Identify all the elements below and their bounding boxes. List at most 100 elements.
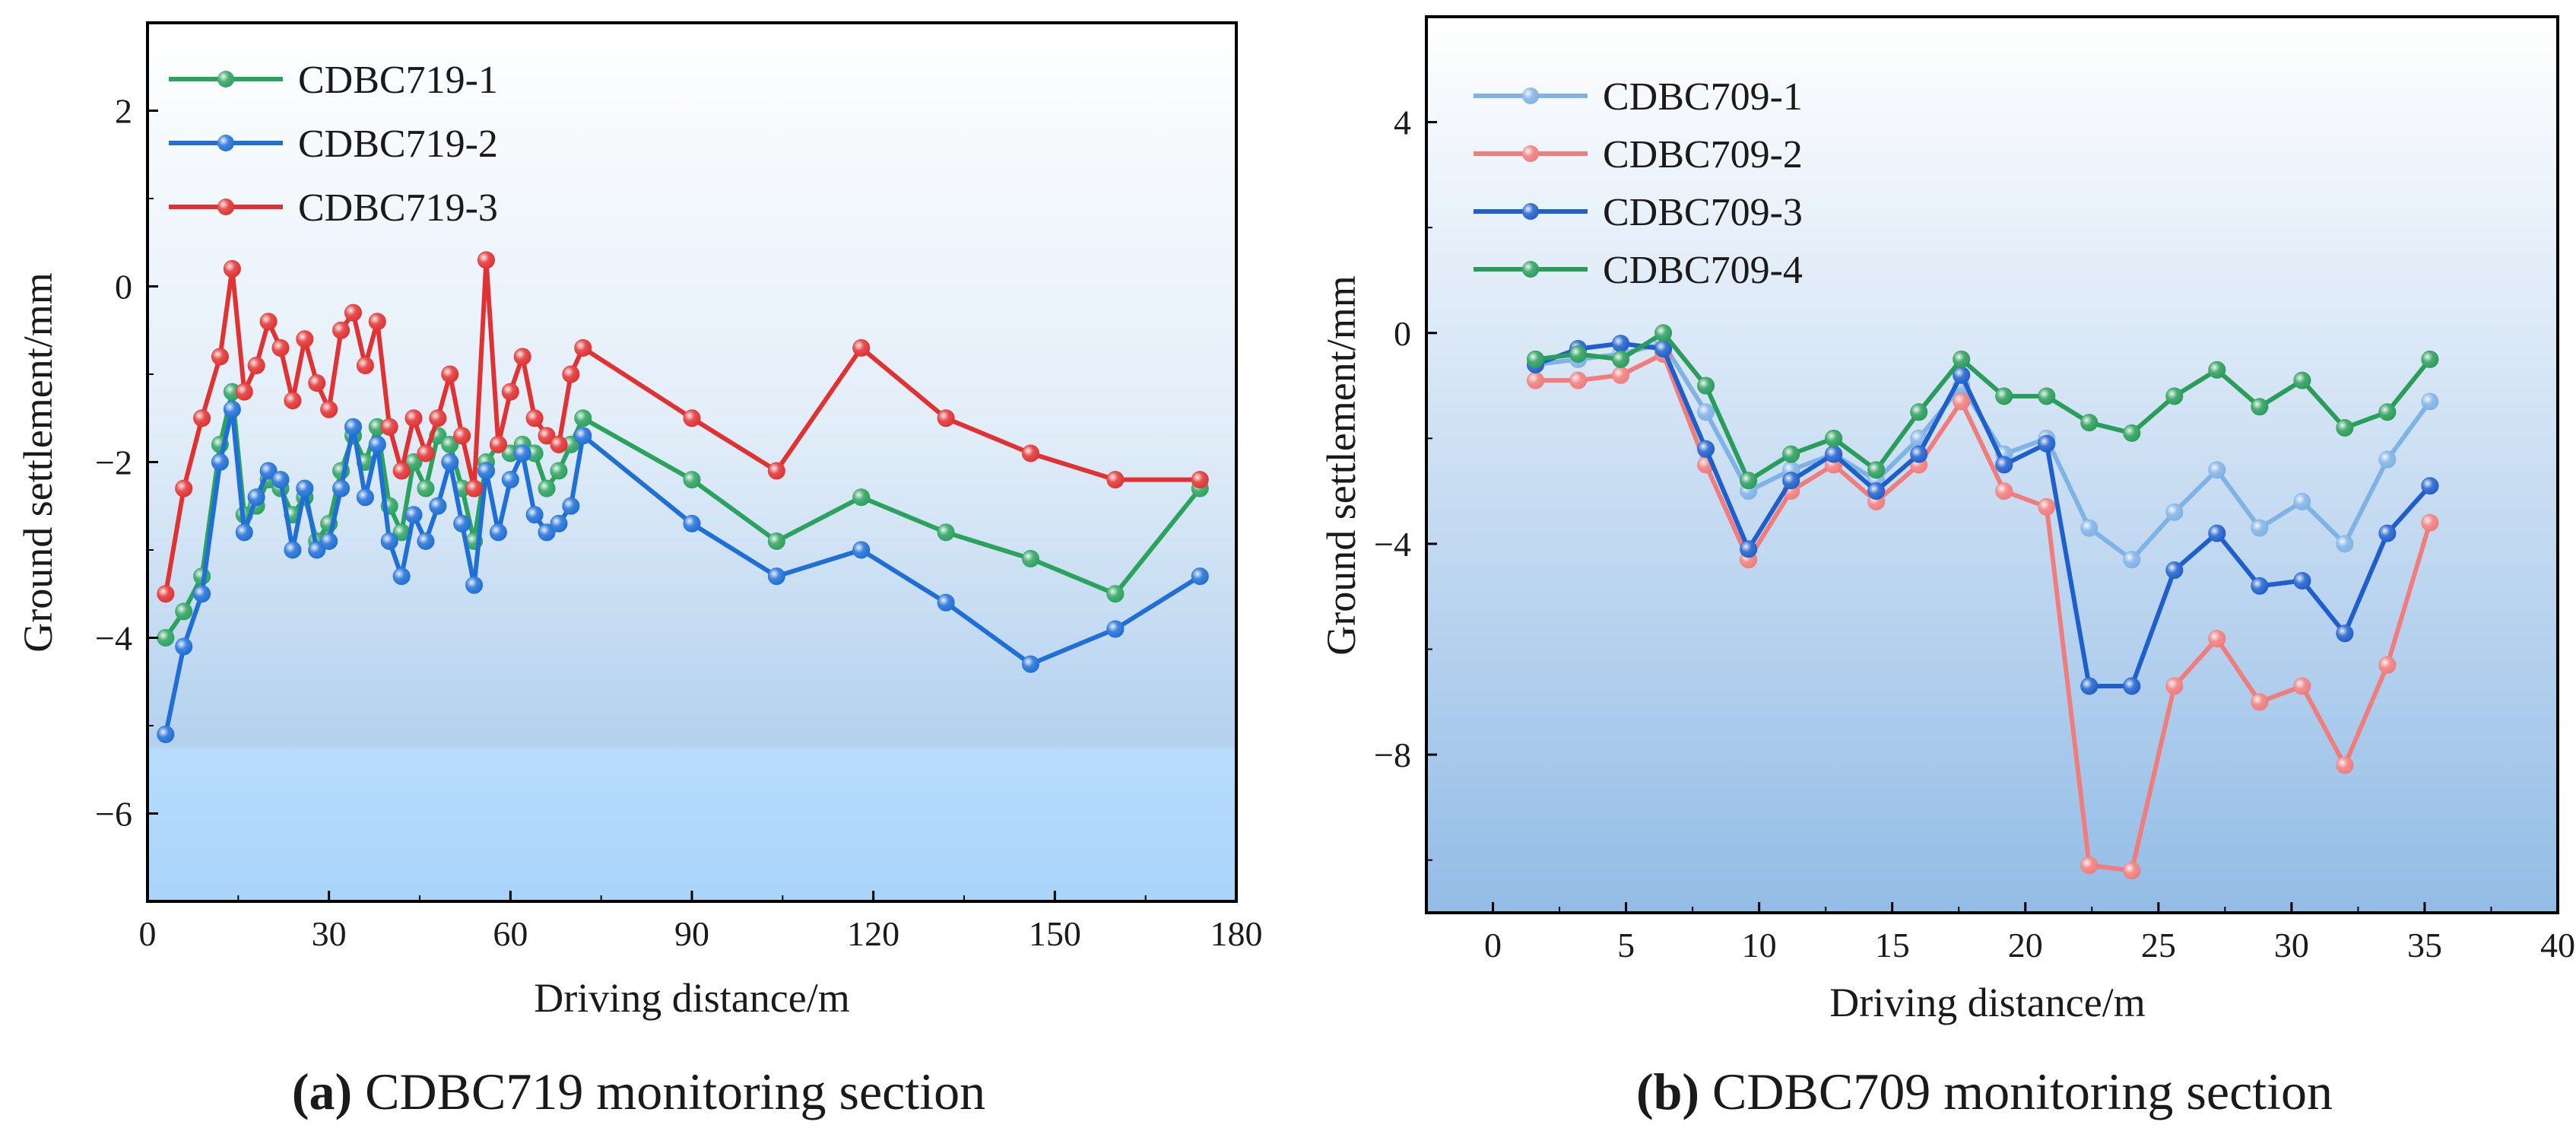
chart-b-marks (1527, 324, 2439, 880)
data-point-highlight (381, 418, 398, 436)
x-tick-label: 90 (674, 914, 709, 953)
data-point-highlight (1953, 351, 1970, 368)
caption-b-letter: (b) (1636, 1063, 1699, 1120)
legend-marker-highlight (217, 71, 234, 87)
data-point-highlight (320, 401, 338, 418)
legend-item: CDBC709-1 (1474, 75, 1803, 119)
legend-marker-highlight (217, 199, 234, 215)
data-point-highlight (2378, 656, 2396, 674)
data-point-highlight (429, 497, 446, 515)
data-point-highlight (550, 462, 567, 480)
data-point-highlight (2038, 435, 2055, 453)
x-tick-label: 150 (1029, 914, 1081, 953)
data-point-highlight (562, 436, 579, 453)
data-point-highlight (550, 436, 567, 453)
data-point-highlight (465, 480, 483, 497)
data-point-highlight (157, 629, 174, 647)
caption-a-text: CDBC719 monitoring section (352, 1063, 985, 1120)
data-point-highlight (260, 313, 278, 330)
data-point-highlight (538, 480, 556, 497)
y-axis-title-b: Ground settlement/mm (1318, 275, 1364, 655)
data-point-highlight (1782, 446, 1800, 463)
data-point-highlight (937, 523, 955, 541)
data-point-highlight (1825, 446, 1842, 463)
data-point-highlight (1569, 345, 1587, 363)
data-point-highlight (236, 383, 253, 401)
data-point-highlight (1106, 620, 1124, 637)
data-point-highlight (369, 418, 386, 436)
x-axis-title-a: Driving distance/m (534, 975, 849, 1021)
data-point-highlight (441, 366, 458, 383)
series-line (1535, 351, 2432, 873)
data-point-highlight (2293, 493, 2311, 510)
x-tick-label: 10 (1742, 926, 1777, 964)
data-point-highlight (211, 453, 229, 471)
data-point-highlight (157, 585, 174, 602)
data-point-highlight (224, 260, 241, 278)
data-point-highlight (284, 542, 301, 558)
data-point-highlight (684, 515, 700, 532)
data-point-highlight (236, 523, 253, 541)
legend-marker-highlight (1522, 145, 1539, 162)
chart-a-ticks: 0 30 60 90 120 150 180 −6 −4 −2 0 2 (95, 22, 1263, 953)
legend-item: CDBC709-3 (1474, 191, 1803, 234)
series-CDBC719-1 (157, 383, 1209, 647)
data-point-highlight (2165, 504, 2183, 521)
y-tick-label: −2 (95, 443, 132, 482)
data-point-highlight (768, 567, 785, 585)
x-tick-label: 0 (139, 914, 157, 953)
data-point-highlight (296, 480, 313, 497)
data-point-highlight (193, 585, 211, 602)
legend-marker-highlight (1522, 87, 1539, 104)
data-point-highlight (1867, 461, 1885, 478)
x-tick-label: 60 (493, 914, 528, 953)
data-point-highlight (852, 488, 870, 506)
data-point-highlight (1995, 456, 2013, 473)
data-point-highlight (344, 304, 362, 322)
data-point-highlight (393, 523, 411, 541)
data-point-highlight (490, 523, 507, 541)
data-point-highlight (550, 515, 567, 532)
data-point-highlight (1697, 440, 1715, 458)
data-point-highlight (1022, 550, 1039, 567)
data-point-highlight (1825, 430, 1842, 447)
data-point-highlight (1022, 656, 1039, 673)
data-point-highlight (260, 462, 278, 480)
data-point-highlight (526, 506, 544, 523)
data-point-highlight (1953, 392, 1970, 410)
data-point-highlight (2421, 392, 2438, 410)
data-point-highlight (441, 436, 458, 453)
data-point-highlight (684, 409, 700, 427)
data-point-highlight (357, 488, 374, 506)
data-point-highlight (477, 462, 495, 480)
data-point-highlight (2208, 461, 2225, 478)
data-point-highlight (2251, 693, 2268, 710)
data-point-highlight (1569, 372, 1587, 389)
data-point-highlight (2293, 372, 2311, 389)
y-tick-label: −4 (1374, 525, 1411, 564)
series-CDBC719-3 (157, 251, 1209, 603)
data-point-highlight (357, 357, 374, 374)
data-point-highlight (502, 383, 519, 401)
data-point-highlight (2123, 551, 2140, 568)
data-point-highlight (417, 532, 434, 550)
caption-b-text: CDBC709 monitoring section (1699, 1063, 2333, 1120)
series-line (1534, 341, 2432, 688)
data-point-highlight (490, 436, 507, 453)
data-point-highlight (514, 444, 531, 462)
data-point-highlight (453, 515, 471, 532)
x-axis-title-b: Driving distance/m (1829, 980, 2145, 1025)
data-point-highlight (296, 330, 313, 348)
data-point-highlight (2336, 419, 2353, 437)
data-point-highlight (248, 357, 265, 374)
data-point-highlight (562, 497, 579, 515)
chart-a-marks (157, 251, 1209, 744)
data-point-highlight (2336, 756, 2353, 774)
x-tick-label: 15 (1875, 926, 1910, 964)
data-point-highlight (538, 427, 556, 444)
data-point-highlight (852, 542, 870, 558)
data-point-highlight (308, 374, 325, 392)
data-point-highlight (417, 480, 434, 497)
data-point-highlight (157, 726, 174, 743)
